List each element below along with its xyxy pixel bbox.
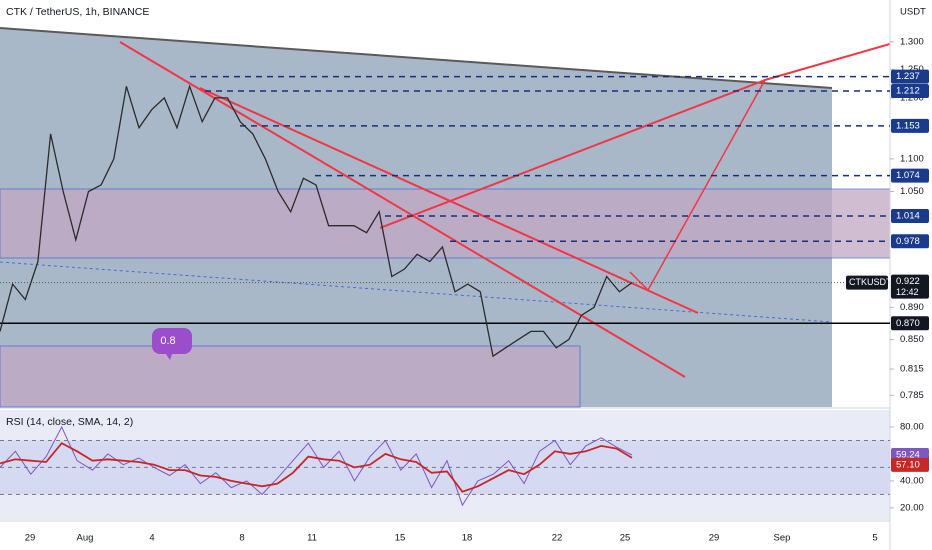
support-label-box <box>891 316 929 331</box>
projection <box>629 79 766 292</box>
x-tick-label: 15 <box>395 533 406 544</box>
x-tick-label: 11 <box>307 533 317 544</box>
level-label: 1.014 <box>896 210 920 221</box>
level-label: 1.153 <box>896 120 920 131</box>
level-label: 1.212 <box>896 85 920 96</box>
last-price-label: 0.922 <box>896 276 920 287</box>
annotation-text: 0.8 <box>160 335 175 347</box>
demand-box <box>0 345 581 408</box>
y-tick-label: 0.815 <box>900 364 924 375</box>
x-tick-label: 25 <box>620 533 631 544</box>
rsi-value-box <box>891 457 929 472</box>
x-tick-label: 4 <box>149 533 154 544</box>
x-tick-label: 29 <box>709 533 720 544</box>
level-label-box <box>891 234 929 249</box>
level-label: 0.978 <box>896 236 920 247</box>
chart-title: CTK / TetherUS, 1h, BINANCE <box>6 6 149 18</box>
rsi-value-label: 57.10 <box>896 459 920 470</box>
x-tick-label: 29 <box>25 533 36 544</box>
y-tick-label: 0.785 <box>900 390 924 401</box>
y-tick-label: 1.050 <box>900 186 924 197</box>
trend-line <box>0 261 833 323</box>
x-tick-label: 22 <box>552 533 563 544</box>
rsi-title: RSI (14, close, SMA, 14, 2) <box>6 416 133 428</box>
trend-line <box>119 41 686 378</box>
level-label-box <box>891 69 929 84</box>
resistance-box <box>0 188 891 259</box>
x-tick-label: 5 <box>872 533 877 544</box>
symbol-box <box>846 275 888 290</box>
symbol-label: CTKUSDT <box>849 277 892 287</box>
x-tick-label: Aug <box>77 533 94 544</box>
x-tick-label: 18 <box>462 533 473 544</box>
x-tick-label: Sep <box>774 533 791 544</box>
level-label-box <box>891 168 929 183</box>
level-label: 1.237 <box>896 71 920 82</box>
price-line <box>0 84 633 358</box>
level-label-box <box>891 118 929 133</box>
level-label: 1.074 <box>896 170 920 181</box>
rsi-line <box>0 425 633 507</box>
y-tick-label: 1.250 <box>900 64 924 75</box>
x-tick-label: 8 <box>239 533 244 544</box>
rsi-line <box>0 442 633 493</box>
level-label-box <box>891 208 929 223</box>
rsi-value-label: 59.24 <box>896 449 920 460</box>
trend-line <box>0 27 833 89</box>
y-tick-label: 0.890 <box>900 302 924 313</box>
axis-unit: USDT <box>900 7 926 18</box>
countdown: 12:42 <box>896 287 919 297</box>
y-tick-label: 0.850 <box>900 334 924 345</box>
y-tick-label: 20.00 <box>900 502 924 513</box>
y-tick-label: 40.00 <box>900 475 924 486</box>
rsi-band <box>0 440 890 495</box>
support-label: 0.870 <box>896 318 920 329</box>
level-label-box <box>891 83 929 98</box>
y-tick-label: 80.00 <box>900 422 924 433</box>
y-tick-label: 1.100 <box>900 153 924 164</box>
price-box <box>891 274 929 299</box>
annotation-bubble <box>152 328 192 360</box>
y-tick-label: 1.300 <box>900 36 924 47</box>
